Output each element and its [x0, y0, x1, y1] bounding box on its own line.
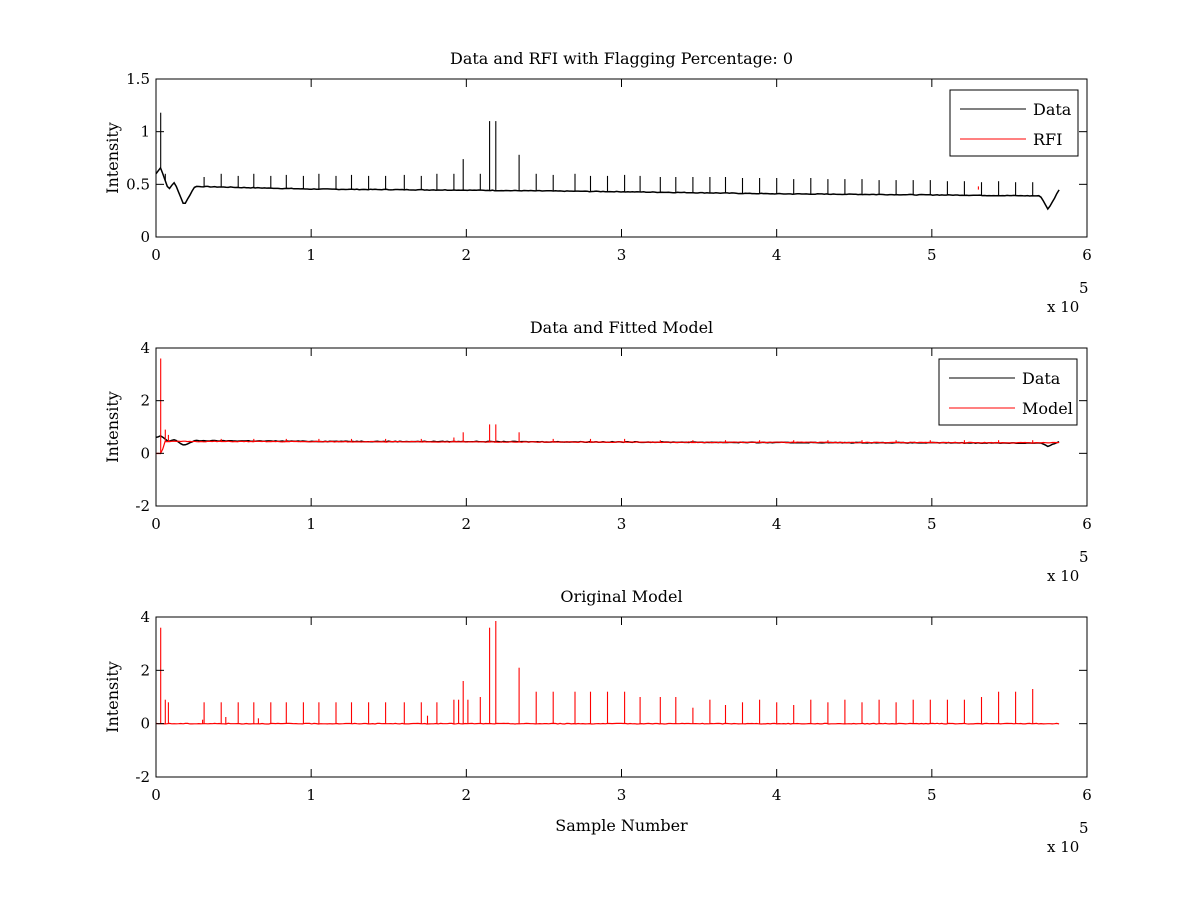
x-tick-label: 4: [772, 246, 782, 264]
y-tick-label: 2: [140, 661, 150, 679]
y-axis-label: Intensity: [103, 122, 122, 194]
x-tick-label: 5: [927, 786, 937, 804]
y-tick-label: 1: [140, 123, 150, 141]
x-tick-label: 6: [1082, 786, 1092, 804]
x-tick-label: 3: [617, 786, 627, 804]
x-exponent-base: x 10: [1047, 838, 1079, 856]
y-tick-label: 0: [140, 228, 150, 246]
y-axis-label: Intensity: [103, 661, 122, 733]
chart-title: Data and Fitted Model: [530, 318, 713, 337]
legend-label-data: Data: [1022, 369, 1061, 388]
y-tick-label: 4: [140, 608, 150, 626]
tick-layer: 0 1 2 3 4 5 6 0 0.5 1 1.5: [126, 70, 1092, 264]
x-tick-label: 1: [306, 515, 316, 533]
y-tick-label: 0.5: [126, 175, 150, 193]
legend-label-data: Data: [1033, 100, 1072, 119]
x-tick-label: 5: [927, 515, 937, 533]
series-line-model: [155, 440, 1060, 455]
x-exponent-base: x 10: [1047, 298, 1079, 316]
x-tick-label: 3: [617, 246, 627, 264]
x-exponent-power: 5: [1079, 819, 1089, 837]
y-tick-label: 0: [140, 715, 150, 733]
legend-label-model: Model: [1022, 399, 1073, 418]
legend: Data Model: [938, 358, 1078, 426]
x-tick-label: 6: [1082, 246, 1092, 264]
plot-area: [155, 112, 1060, 211]
legend-box: [938, 358, 1078, 426]
x-tick-label: 3: [617, 515, 627, 533]
x-axis-label: Sample Number: [555, 816, 688, 835]
x-tick-label: 4: [772, 786, 782, 804]
x-tick-label: 2: [462, 786, 472, 804]
x-tick-label: 1: [306, 786, 316, 804]
x-tick-label: 2: [462, 246, 472, 264]
panel-data-and-rfi: 0 1 2 3 4 5 6 0 0.5 1 1.5 Data and RFI with Flaggi…: [103, 49, 1092, 316]
legend: Data RFI: [949, 89, 1079, 157]
x-tick-label: 0: [151, 246, 161, 264]
y-tick-label: 2: [140, 392, 150, 410]
x-tick-label: 2: [462, 515, 472, 533]
x-tick-label: 4: [772, 515, 782, 533]
y-tick-label: 4: [140, 339, 150, 357]
x-exponent-base: x 10: [1047, 567, 1079, 585]
x-tick-label: 1: [306, 246, 316, 264]
x-tick-label: 6: [1082, 515, 1092, 533]
x-exponent-power: 5: [1079, 279, 1089, 297]
y-tick-label: 1.5: [126, 70, 150, 88]
legend-label-rfi: RFI: [1033, 130, 1062, 149]
y-tick-label: -2: [135, 497, 150, 515]
plot-area: [155, 621, 1060, 725]
x-tick-label: 5: [927, 246, 937, 264]
y-tick-label: -2: [135, 768, 150, 786]
chart-title: Original Model: [560, 587, 682, 606]
x-tick-label: 0: [151, 515, 161, 533]
axes-box: [155, 78, 1088, 238]
legend-box: [949, 89, 1079, 157]
y-axis-label: Intensity: [103, 391, 122, 463]
plot-area: [155, 358, 1060, 455]
axes-box: [155, 616, 1088, 778]
x-exponent-power: 5: [1079, 548, 1089, 566]
y-tick-label: 0: [140, 444, 150, 462]
x-tick-label: 0: [151, 786, 161, 804]
series-line-data: [155, 166, 1060, 211]
chart-title: Data and RFI with Flagging Percentage: 0: [450, 49, 793, 68]
